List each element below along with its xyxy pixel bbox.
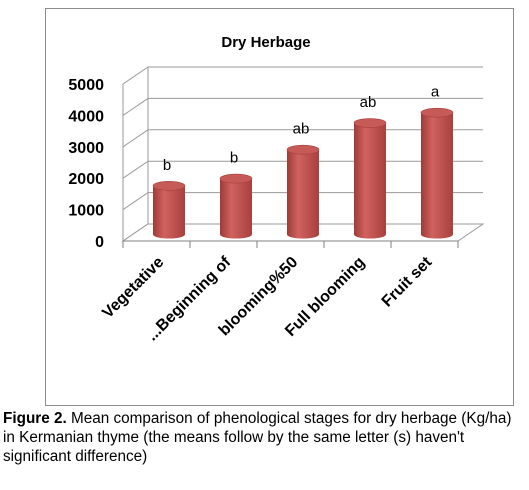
y-axis-ticks: 0 1000 2000 3000 4000 5000 [68, 77, 104, 251]
bar-body [354, 123, 386, 239]
data-label: b [163, 157, 171, 174]
bar [152, 181, 186, 239]
data-label: b [230, 150, 238, 167]
data-label: ab [360, 94, 377, 111]
y-tick-label: 1000 [68, 203, 104, 220]
y-tick-label: 3000 [68, 140, 104, 157]
bar-top [353, 118, 387, 128]
y-tick-label: 5000 [68, 77, 104, 94]
bar [353, 118, 387, 239]
y-tick-label: 4000 [68, 108, 104, 125]
data-label: a [431, 84, 440, 101]
bar-top [152, 181, 186, 191]
bar-top [286, 144, 320, 155]
chart-title: Dry Herbage [221, 34, 310, 51]
figure-caption: Figure 2. Mean comparison of phenologica… [3, 409, 525, 466]
data-labels: b b ab ab a [163, 84, 440, 174]
x-tick-label: Fruit set [379, 253, 436, 310]
x-axis-ticks: Vegetative...Beginning ofblooming%50Full… [99, 253, 435, 344]
x-tick-label: Vegetative [99, 254, 167, 322]
bar-chart: Dry Herbage b b ab ab a 0 1000 2000 3000 4000 500… [68, 34, 485, 344]
bar [286, 144, 320, 239]
bar-body [220, 178, 252, 239]
data-label: ab [293, 121, 310, 138]
y-tick-label: 2000 [68, 171, 104, 188]
bar-top [219, 173, 253, 184]
bars [152, 107, 454, 239]
caption-text: Mean comparison of phenological stages f… [3, 410, 512, 465]
bar [219, 173, 253, 239]
bar [420, 107, 454, 239]
y-tick-label: 0 [95, 234, 104, 251]
figure-label: Figure 2. [3, 410, 67, 427]
bar-body [287, 149, 319, 239]
bar-body [421, 112, 453, 239]
bar-top [420, 107, 454, 118]
gridline [122, 66, 483, 85]
bar-body [153, 185, 185, 239]
